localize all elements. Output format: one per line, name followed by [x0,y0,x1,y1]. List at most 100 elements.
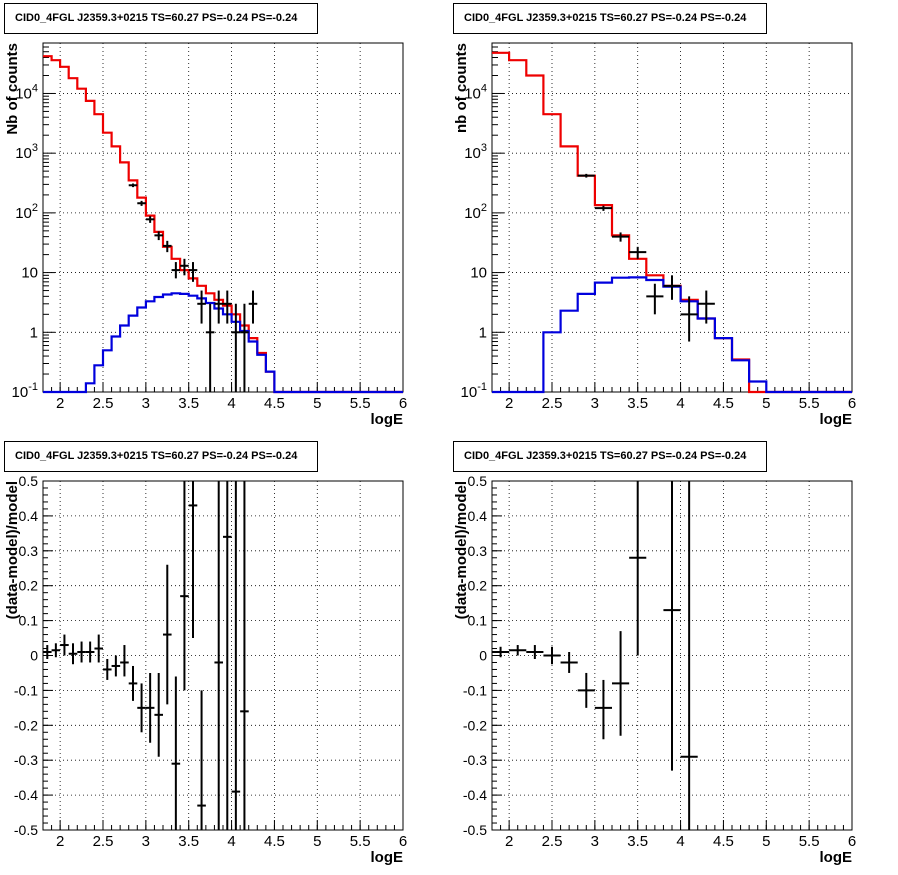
y-tick-label: 0.5 [19,473,39,489]
x-tick-label: 5.5 [799,833,820,850]
x-tick-label: 3 [591,833,599,850]
y-tick-label: 0.2 [468,578,488,594]
chart-title-top-left: CID0_4FGL J2359.3+0215 TS=60.27 PS=-0.24… [4,3,318,34]
x-tick-label: 3.5 [178,395,199,412]
y-tick-label: -0.1 [463,682,487,698]
y-axis-label: nb of counts [453,43,470,133]
data-point [145,672,155,743]
data-point [77,641,86,663]
x-tick-label: 2 [56,395,64,412]
chart-title-top-right: CID0_4FGL J2359.3+0215 TS=60.27 PS=-0.24… [453,3,767,34]
y-tick-label: 0.3 [19,543,39,559]
data-point [214,481,223,830]
x-tick-label: 6 [399,833,407,850]
data-point [663,481,681,771]
data-point [128,665,138,701]
x-tick-label: 2.5 [93,395,114,412]
data-point [94,634,103,663]
x-tick-label: 4 [676,833,684,850]
data-point [240,481,249,830]
x-tick-label: 2 [505,395,513,412]
x-tick-label: 3.5 [627,395,648,412]
chart-title-bottom-left: CID0_4FGL J2359.3+0215 TS=60.27 PS=-0.24… [4,441,318,472]
data-point [171,676,181,830]
data-point [145,216,155,223]
x-tick-label: 3 [142,395,150,412]
data-point [612,631,630,736]
y-tick-label: 0.2 [19,578,39,594]
data-point [128,183,138,188]
y-tick-label: 1 [30,324,38,341]
y-tick-label: 0.4 [468,508,488,524]
data-point [154,672,163,757]
model-histogram-line [492,276,852,394]
x-tick-label: 2.5 [542,395,563,412]
y-tick-label: 103 [464,142,487,162]
y-tick-label: 0.4 [19,508,39,524]
data-point [163,564,172,705]
y-tick-label: 10 [470,265,487,282]
data-point [577,173,595,178]
x-tick-label: 6 [848,395,856,412]
y-tick-label: 10 [21,265,38,282]
data-point [629,481,647,656]
y-tick-label: 103 [15,142,38,162]
data-point [697,290,715,324]
x-tick-label: 2 [56,833,64,850]
data-point [154,231,163,241]
data-point [240,303,249,392]
y-tick-label: -0.5 [14,822,38,838]
data-point [197,690,206,830]
x-tick-label: 3.5 [178,833,199,850]
y-axis-label: (data-model)/model [453,481,470,619]
data-point [577,672,595,708]
data-point [180,258,189,276]
y-tick-label: 10-1 [12,381,38,401]
data-point [205,303,215,392]
y-tick-label: 0.1 [468,613,488,629]
x-tick-label: 4 [227,395,235,412]
data-point [188,262,198,282]
x-axis-label: logE [371,411,404,428]
data-point [163,240,172,253]
model-histogram-line [43,55,403,394]
y-tick-label: 102 [464,202,487,222]
y-tick-label: -0.3 [14,752,38,768]
data-point [663,275,681,300]
data-point [188,481,198,639]
x-tick-label: 4.5 [264,833,285,850]
y-tick-label: -0.1 [14,682,38,698]
data-point [594,205,612,211]
data-point [560,652,578,673]
x-tick-label: 4.5 [713,395,734,412]
data-point [103,658,112,680]
x-tick-label: 4 [227,833,235,850]
y-axis-label: (data-model)/model [4,481,21,619]
y-tick-label: 0.1 [19,613,39,629]
x-tick-label: 5 [313,395,321,412]
y-tick-label: 0 [479,648,487,664]
data-point [60,634,69,656]
x-tick-label: 3 [142,833,150,850]
x-tick-label: 4.5 [713,833,734,850]
x-tick-label: 3.5 [627,833,648,850]
data-point [111,655,121,677]
plot-frame [491,42,853,393]
plot-frame [42,42,404,393]
x-tick-label: 3 [591,395,599,412]
data-point [43,645,52,659]
x-tick-label: 2.5 [93,833,114,850]
x-axis-label: logE [371,849,404,866]
y-tick-label: 0.5 [468,473,488,489]
y-tick-label: 0 [30,648,38,664]
x-tick-label: 4 [676,395,684,412]
y-tick-label: -0.3 [463,752,487,768]
x-tick-label: 6 [399,395,407,412]
data-point [231,303,241,392]
y-tick-label: 10-1 [461,381,487,401]
y-axis-label: Nb of counts [4,43,21,135]
data-point [137,683,146,733]
data-point [197,290,206,324]
y-tick-label: 104 [15,82,38,102]
